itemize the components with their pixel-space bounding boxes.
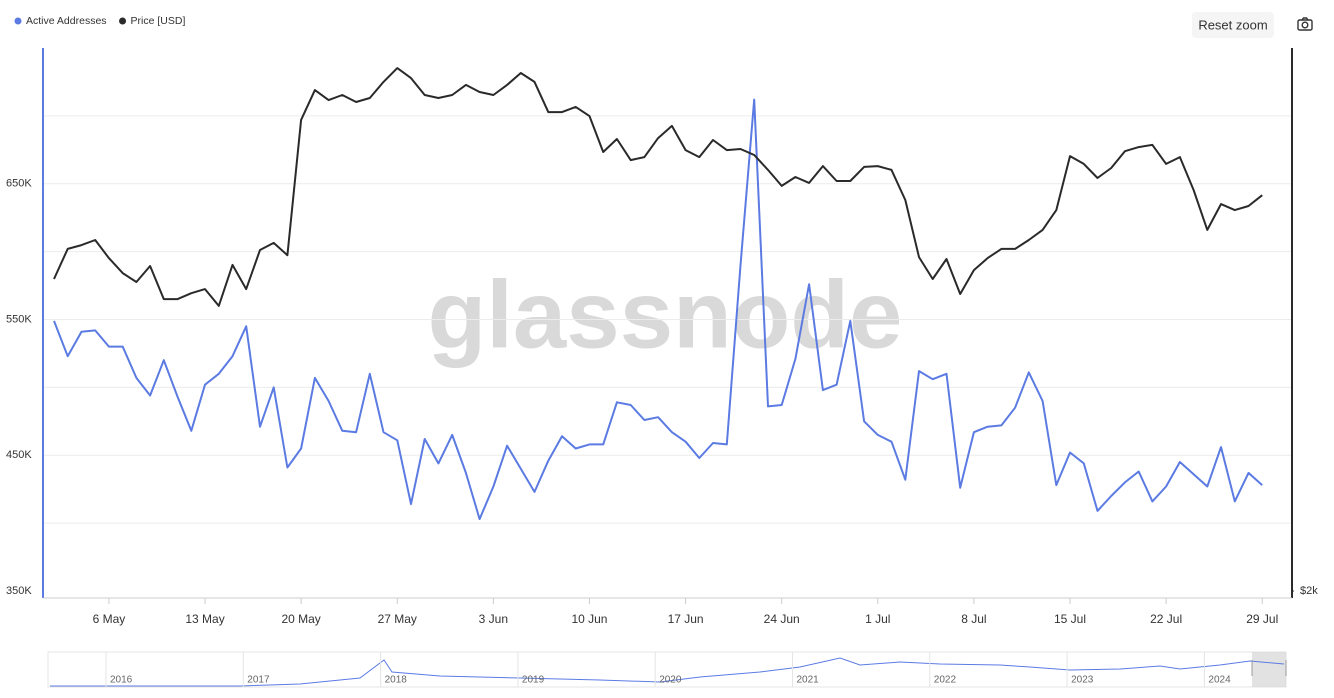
y-tick-label: 550K — [6, 313, 32, 325]
x-tick-label: 22 Jul — [1150, 612, 1182, 626]
y-tick-label: 450K — [6, 449, 32, 461]
series-line — [53, 67, 1263, 307]
x-tick-label: 6 May — [93, 612, 126, 626]
y-tick-label: 650K — [6, 178, 32, 190]
legend-marker — [119, 17, 127, 25]
x-tick-label: 10 Jun — [571, 612, 607, 626]
x-tick-label: 24 Jun — [764, 612, 800, 626]
navigator-label: 2024 — [1208, 675, 1231, 686]
y-tick-label: 350K — [6, 585, 32, 597]
x-tick-label: 15 Jul — [1054, 612, 1086, 626]
navigator — [47, 651, 1287, 688]
navigator-label: 2022 — [934, 675, 957, 686]
y2-tick-label: $2k — [1300, 585, 1318, 597]
x-tick-label: 29 Jul — [1246, 612, 1278, 626]
x-tick-label: 1 Jul — [865, 612, 890, 626]
navigator-label: 2023 — [1071, 675, 1094, 686]
series-line — [53, 98, 1263, 521]
x-tick-label: 13 May — [185, 612, 224, 626]
legend-marker — [14, 17, 22, 25]
navigator-label: 2020 — [659, 675, 682, 686]
navigator-label: 2019 — [522, 675, 545, 686]
navigator-label: 2018 — [385, 675, 408, 686]
reset-zoom-label[interactable]: Reset zoom — [1198, 17, 1267, 32]
navigator-label: 2017 — [247, 675, 270, 686]
legend-label[interactable]: Price [USD] — [131, 15, 186, 27]
x-tick-label: 3 Jun — [479, 612, 508, 626]
camera-icon[interactable] — [1297, 17, 1313, 31]
navigator-label: 2016 — [110, 675, 133, 686]
x-tick-label: 27 May — [378, 612, 417, 626]
legend-label[interactable]: Active Addresses — [26, 15, 107, 27]
x-tick-label: 17 Jun — [668, 612, 704, 626]
x-tick-label: 20 May — [281, 612, 320, 626]
x-tick-label: 8 Jul — [961, 612, 986, 626]
reset-zoom-button[interactable] — [1192, 12, 1274, 38]
watermark: glassnode — [428, 261, 903, 368]
navigator-label: 2021 — [797, 675, 820, 686]
